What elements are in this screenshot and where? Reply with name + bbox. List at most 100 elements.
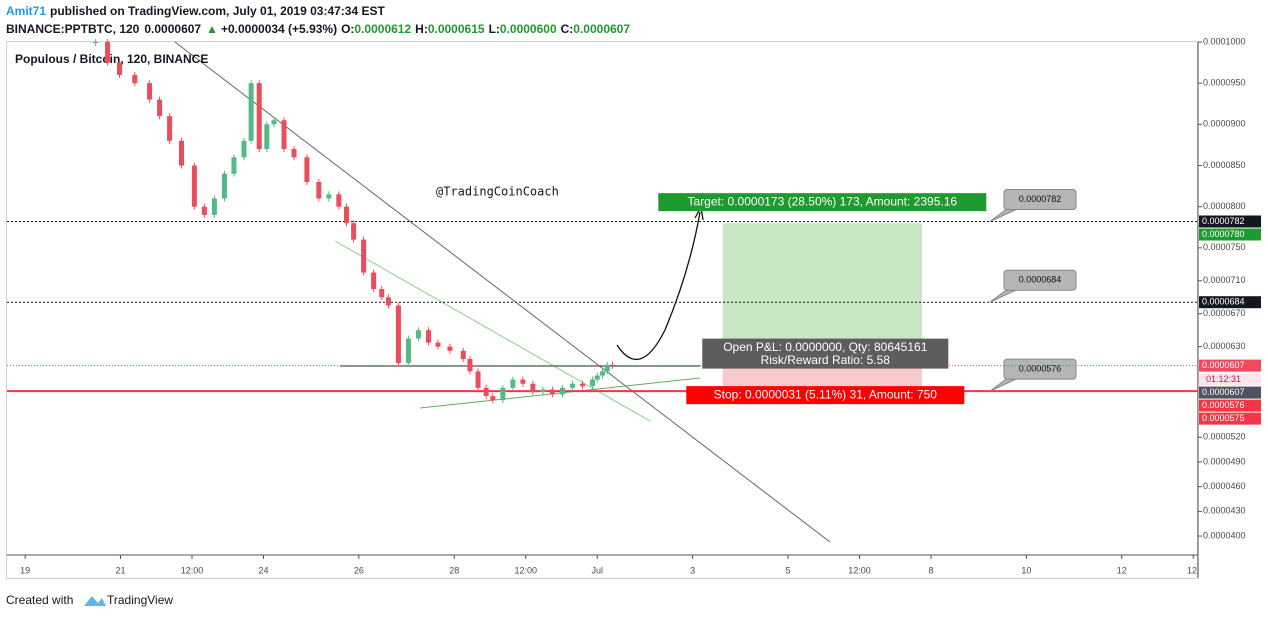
candle-body: [105, 42, 111, 63]
x-tick-label: Jul: [591, 565, 603, 575]
x-tick-label: 12:00: [181, 565, 204, 575]
candle-body: [201, 206, 207, 215]
logo: [84, 596, 106, 606]
x-tick-label: 10: [1021, 565, 1031, 575]
candle-body: [264, 124, 270, 150]
callout-pointer: [989, 209, 1017, 222]
price-label: 0.0000780: [1202, 229, 1245, 239]
candle-body: [271, 120, 277, 125]
x-tick-label: 12:00: [848, 565, 871, 575]
candle-body: [460, 350, 466, 360]
callout-label: 0.0000684: [1019, 275, 1062, 285]
candle-body: [500, 387, 506, 401]
h-label: H:: [415, 22, 428, 36]
candle-body: [211, 198, 217, 215]
candle-body: [231, 157, 237, 174]
price-label-box: [1199, 386, 1261, 399]
candle-body: [475, 371, 481, 388]
candle-body: [132, 74, 138, 84]
projection-arrow: [616, 211, 701, 361]
candle-body: [559, 387, 565, 395]
candle-body: [371, 272, 377, 290]
x-tick-label: 26: [354, 565, 364, 575]
y-tick-label: 0.0000460: [1203, 481, 1246, 491]
watermark: @TradingCoinCoach: [436, 185, 559, 199]
callout-box: [1003, 269, 1077, 291]
candle-body: [425, 330, 431, 343]
x-tick-label: 12:00: [514, 565, 537, 575]
candle-body: [351, 223, 357, 240]
candle-body: [540, 389, 546, 392]
target-label-box: [658, 193, 987, 212]
candle-body: [304, 157, 310, 182]
candle-body: [281, 120, 287, 150]
created-with: Created with: [6, 593, 73, 607]
candle-body: [326, 194, 332, 199]
candle-body: [361, 239, 367, 273]
candle-body: [385, 297, 391, 306]
candle-body: [256, 83, 262, 150]
callout-box: [1003, 358, 1077, 380]
arrow: ▲: [206, 22, 218, 36]
candle-body: [343, 206, 349, 224]
y-tick-label: 0.0000800: [1203, 201, 1246, 211]
callout-pointer: [989, 378, 1017, 392]
x-tick-label: 24: [259, 565, 269, 575]
x-tick-label: 12:: [1187, 565, 1200, 575]
stop-label-box: [686, 386, 965, 405]
callout-label: 0.0000782: [1019, 194, 1062, 204]
candle-body: [510, 379, 516, 388]
candle-body: [594, 375, 600, 380]
x-tick-label: 5: [785, 565, 790, 575]
author[interactable]: Amit71: [6, 4, 46, 18]
candle-body: [435, 342, 441, 347]
callout-pointer: [989, 289, 1017, 303]
symbol: BINANCE:PPTBTC, 120: [6, 22, 140, 36]
candle-body: [405, 338, 411, 364]
y-tick-label: 0.0000670: [1203, 308, 1246, 318]
pnl-label: Open P&L: 0.0000000, Qty: 80645161: [723, 340, 927, 354]
chart-title: Populous / Bitcoin, 120, BINANCE: [15, 52, 208, 66]
x-tick-label: 21: [115, 565, 125, 575]
l-label: L:: [489, 22, 500, 36]
high: 0.0000615: [428, 22, 485, 36]
y-tick-label: 0.0000400: [1203, 530, 1246, 540]
brand[interactable]: TradingView: [107, 593, 173, 607]
candle-body: [579, 383, 585, 387]
x-tick-label: 3: [690, 565, 695, 575]
y-tick-label: 0.0000710: [1203, 275, 1246, 285]
candle-body: [379, 289, 385, 298]
candle-body: [336, 194, 342, 207]
published: published on TradingView.com, July 01, 2…: [50, 4, 385, 18]
price-label-box: [1199, 399, 1261, 412]
candle-body: [147, 83, 153, 100]
price-label: 0.0000607: [1202, 360, 1245, 370]
price-label-box: [1199, 215, 1261, 228]
price-label: 0.0000575: [1202, 413, 1245, 423]
candle-body: [157, 99, 163, 117]
candle-body: [604, 364, 610, 372]
price-label-box: [1199, 359, 1261, 372]
candle-body: [483, 387, 489, 397]
candle-body: [248, 83, 254, 141]
y-tick-label: 0.0000950: [1203, 78, 1246, 88]
target-label: Target: 0.0000173 (28.50%) 173, Amount: …: [688, 194, 958, 208]
change: +0.0000034 (+5.93%): [221, 22, 337, 36]
price-label: 0.0000607: [1202, 387, 1245, 397]
chart-frame: [6, 41, 1198, 579]
rr-label: Risk/Reward Ratio: 5.58: [761, 353, 891, 367]
price-label: 0.0000684: [1202, 297, 1245, 307]
x-tick-label: 8: [928, 565, 933, 575]
candle-body: [167, 116, 173, 141]
candle-body: [549, 389, 555, 395]
candle-body: [569, 383, 575, 388]
candle-body: [490, 396, 496, 401]
pnl-label-box: [702, 338, 949, 369]
candle-body: [415, 330, 421, 339]
header-line: Amit71 published on TradingView.com, July…: [6, 4, 385, 18]
candle-body: [467, 359, 473, 372]
open: 0.0000612: [354, 22, 411, 36]
y-tick-label: 0.0000430: [1203, 506, 1246, 516]
candle-body: [520, 379, 526, 384]
